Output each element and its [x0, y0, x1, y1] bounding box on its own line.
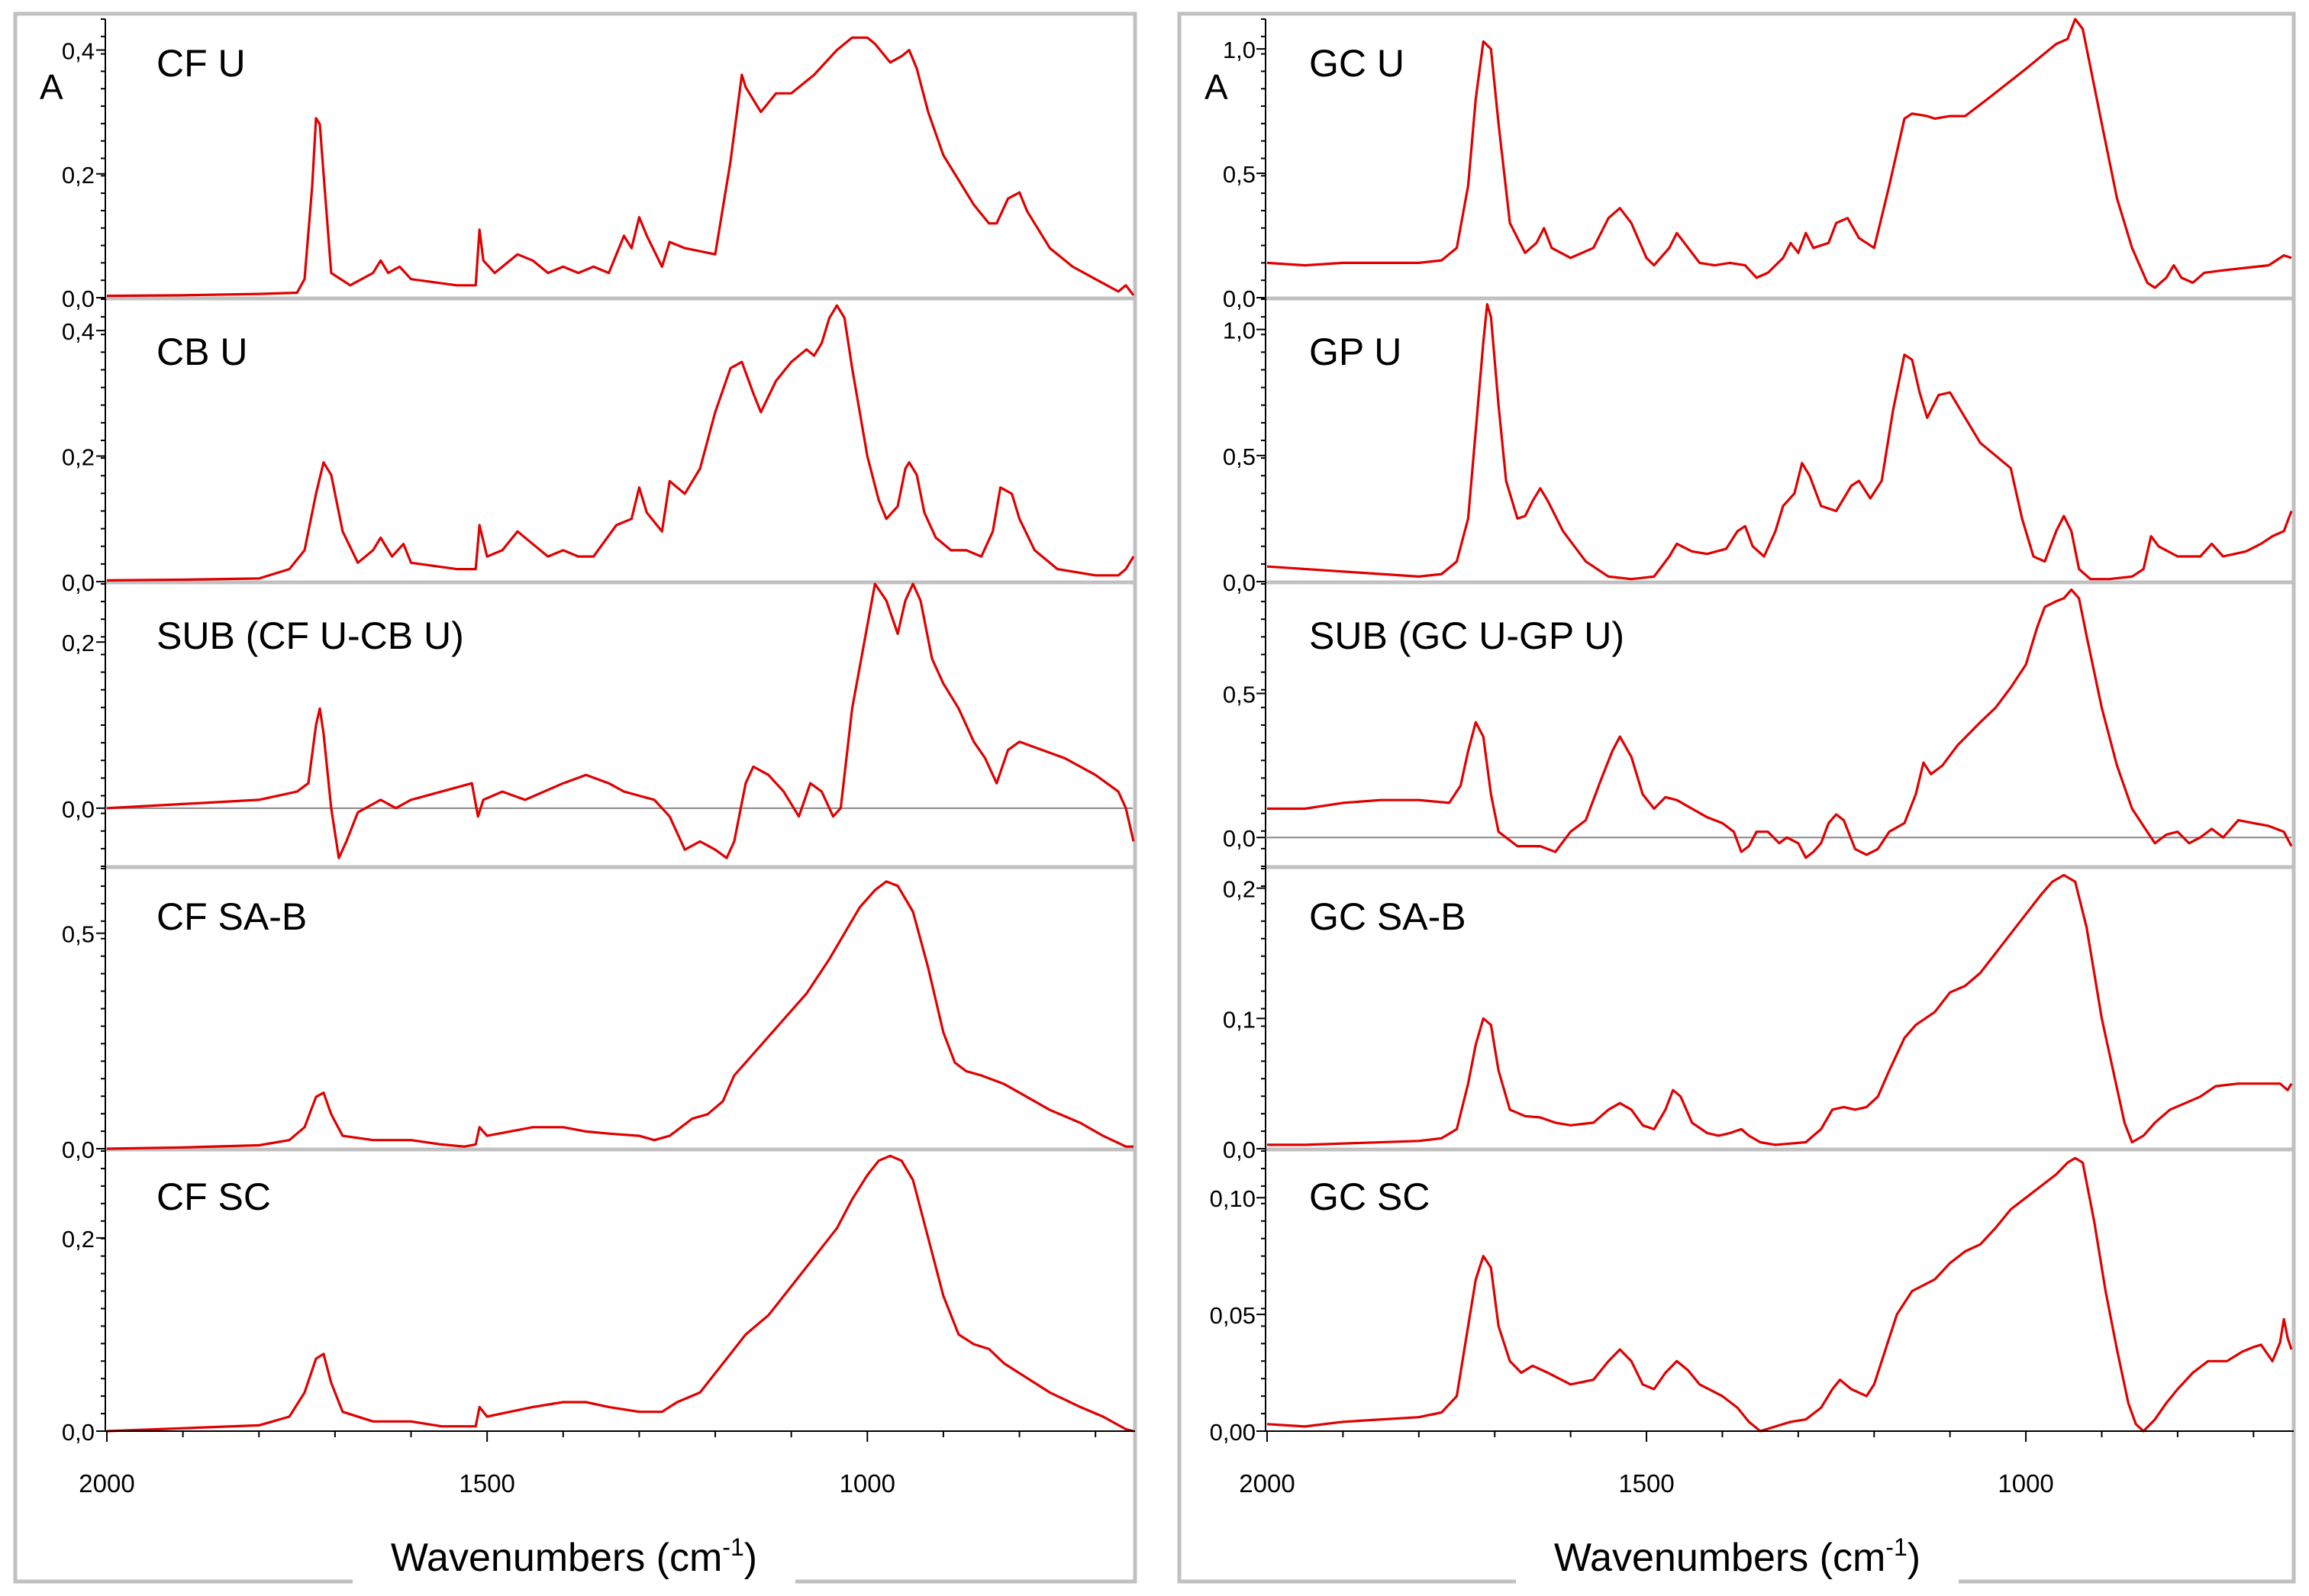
- y-tick-label: 0,2: [62, 444, 95, 471]
- y-tick-label: 0,5: [1223, 681, 1256, 708]
- y-tick-label: 0,4: [62, 38, 95, 65]
- y-tick-label: 0,0: [62, 796, 95, 823]
- y-tick-label: 0,0: [1223, 569, 1256, 596]
- x-axis-title: Wavenumbers (cm-1): [391, 1533, 757, 1580]
- x-tick-label: 1000: [1998, 1469, 2053, 1498]
- y-tick-label: 0,0: [1223, 285, 1256, 312]
- y-tick-label: 0,2: [62, 162, 95, 189]
- x-tick-label: 1000: [840, 1469, 895, 1498]
- spectrum-line-gc-u: [1266, 18, 2292, 289]
- y-tick-label: 1,0: [1223, 37, 1256, 63]
- x-tick-label: 2000: [79, 1469, 134, 1498]
- y-tick-label: 0,2: [1223, 876, 1256, 903]
- y-tick-label: 0,0: [62, 285, 95, 312]
- panel-label: CB U: [156, 330, 247, 373]
- panel-label: SUB (GC U-GP U): [1309, 614, 1624, 657]
- right-figure-panel: 1,0 0,5 0,0 GC U A 1,0 0,5 0,0 GP U 0,5 0,0 SUB (GC…: [1177, 11, 2296, 1588]
- y-tick-label: 0,2: [62, 630, 95, 656]
- spectrum-panel-gc-u: 1,0 0,5 0,0 GC U A: [1204, 18, 2292, 312]
- right-frame: [1177, 11, 2296, 1584]
- x-axis-title: Wavenumbers (cm-1): [1554, 1533, 1920, 1580]
- spectrum-line-sub-cf-u-cb-u: [106, 582, 1135, 859]
- spectrum-panel-cf-u: 0,4 0,2 0,0 CF U A: [40, 18, 1135, 312]
- x-tick-label: 1500: [1618, 1469, 1674, 1498]
- left-frame: [13, 11, 1137, 1584]
- spectrum-line-gc-sc: [1266, 1156, 2293, 1433]
- panel-label: GC SA-B: [1309, 895, 1466, 938]
- panel-label: GC SC: [1309, 1175, 1430, 1218]
- y-tick-label: 0,4: [62, 318, 95, 345]
- panel-label: GC U: [1309, 42, 1404, 85]
- panel-label: CF SC: [156, 1175, 271, 1218]
- x-tick-label: 1500: [459, 1469, 514, 1498]
- spectrum-line-gc-sa-b: [1267, 873, 2293, 1146]
- panel-label: CF U: [156, 42, 246, 85]
- y-tick-label: 0,5: [1223, 443, 1256, 470]
- spectrum-line-cf-u: [106, 36, 1135, 298]
- spectrum-panel-cb-u: 0,4 0,2 0,0 CB U: [62, 298, 1135, 596]
- spectrum-line-sub-gc-u-gp-u: [1267, 588, 2293, 859]
- spectrum-panel-cf-sc: 0,2 0,0 CF SC: [62, 1150, 1134, 1446]
- y-tick-label: 0,05: [1210, 1302, 1256, 1329]
- spectrum-line-gp-u: [1266, 303, 2293, 581]
- spectrum-panel-gc-sa-b: 0,2 0,1 0,0 GC SA-B: [1223, 868, 2293, 1163]
- y-tick-label: 0,00: [1210, 1419, 1256, 1446]
- title-gap: [353, 1575, 795, 1588]
- y-axis-label: A: [1204, 67, 1228, 107]
- y-tick-label: 0,0: [1223, 1137, 1256, 1163]
- y-tick-label: 0,1: [1223, 1006, 1256, 1033]
- y-tick-label: 0,0: [62, 1137, 95, 1163]
- spectrum-panel-sub-cf-u-cb-u: 0,2 0,0 SUB (CF U-CB U): [62, 582, 1135, 867]
- y-tick-label: 0,5: [62, 921, 95, 948]
- spectrum-panel-gp-u: 1,0 0,5 0,0 GP U: [1223, 298, 2293, 596]
- y-tick-label: 0,0: [62, 1419, 95, 1446]
- y-tick-label: 0,10: [1210, 1185, 1256, 1212]
- spectrum-line-cf-sc: [106, 1154, 1134, 1433]
- y-tick-label: 1,0: [1223, 318, 1256, 344]
- spectrum-line-cb-u: [106, 304, 1135, 582]
- spectrum-panel-gc-sc: 0,10 0,05 0,00 GC SC: [1210, 1150, 2293, 1446]
- y-tick-label: 0,0: [62, 569, 95, 596]
- x-tick-label: 2000: [1239, 1469, 1295, 1498]
- y-tick-label: 0,0: [1223, 825, 1256, 852]
- panel-label: GP U: [1309, 330, 1401, 373]
- spectrum-panel-cf-sa-b: 0,5 0,0 CF SA-B: [62, 868, 1134, 1163]
- spectrum-line-cf-sa-b: [106, 880, 1134, 1150]
- y-tick-label: 0,2: [62, 1226, 95, 1253]
- spectrum-panel-sub-gc-u-gp-u: 0,5 0,0 SUB (GC U-GP U): [1223, 583, 2293, 867]
- panel-label: CF SA-B: [156, 895, 307, 938]
- panel-label: SUB (CF U-CB U): [156, 614, 464, 657]
- y-tick-label: 0,5: [1223, 161, 1256, 188]
- title-gap: [1516, 1575, 1959, 1588]
- y-axis-label: A: [40, 67, 63, 107]
